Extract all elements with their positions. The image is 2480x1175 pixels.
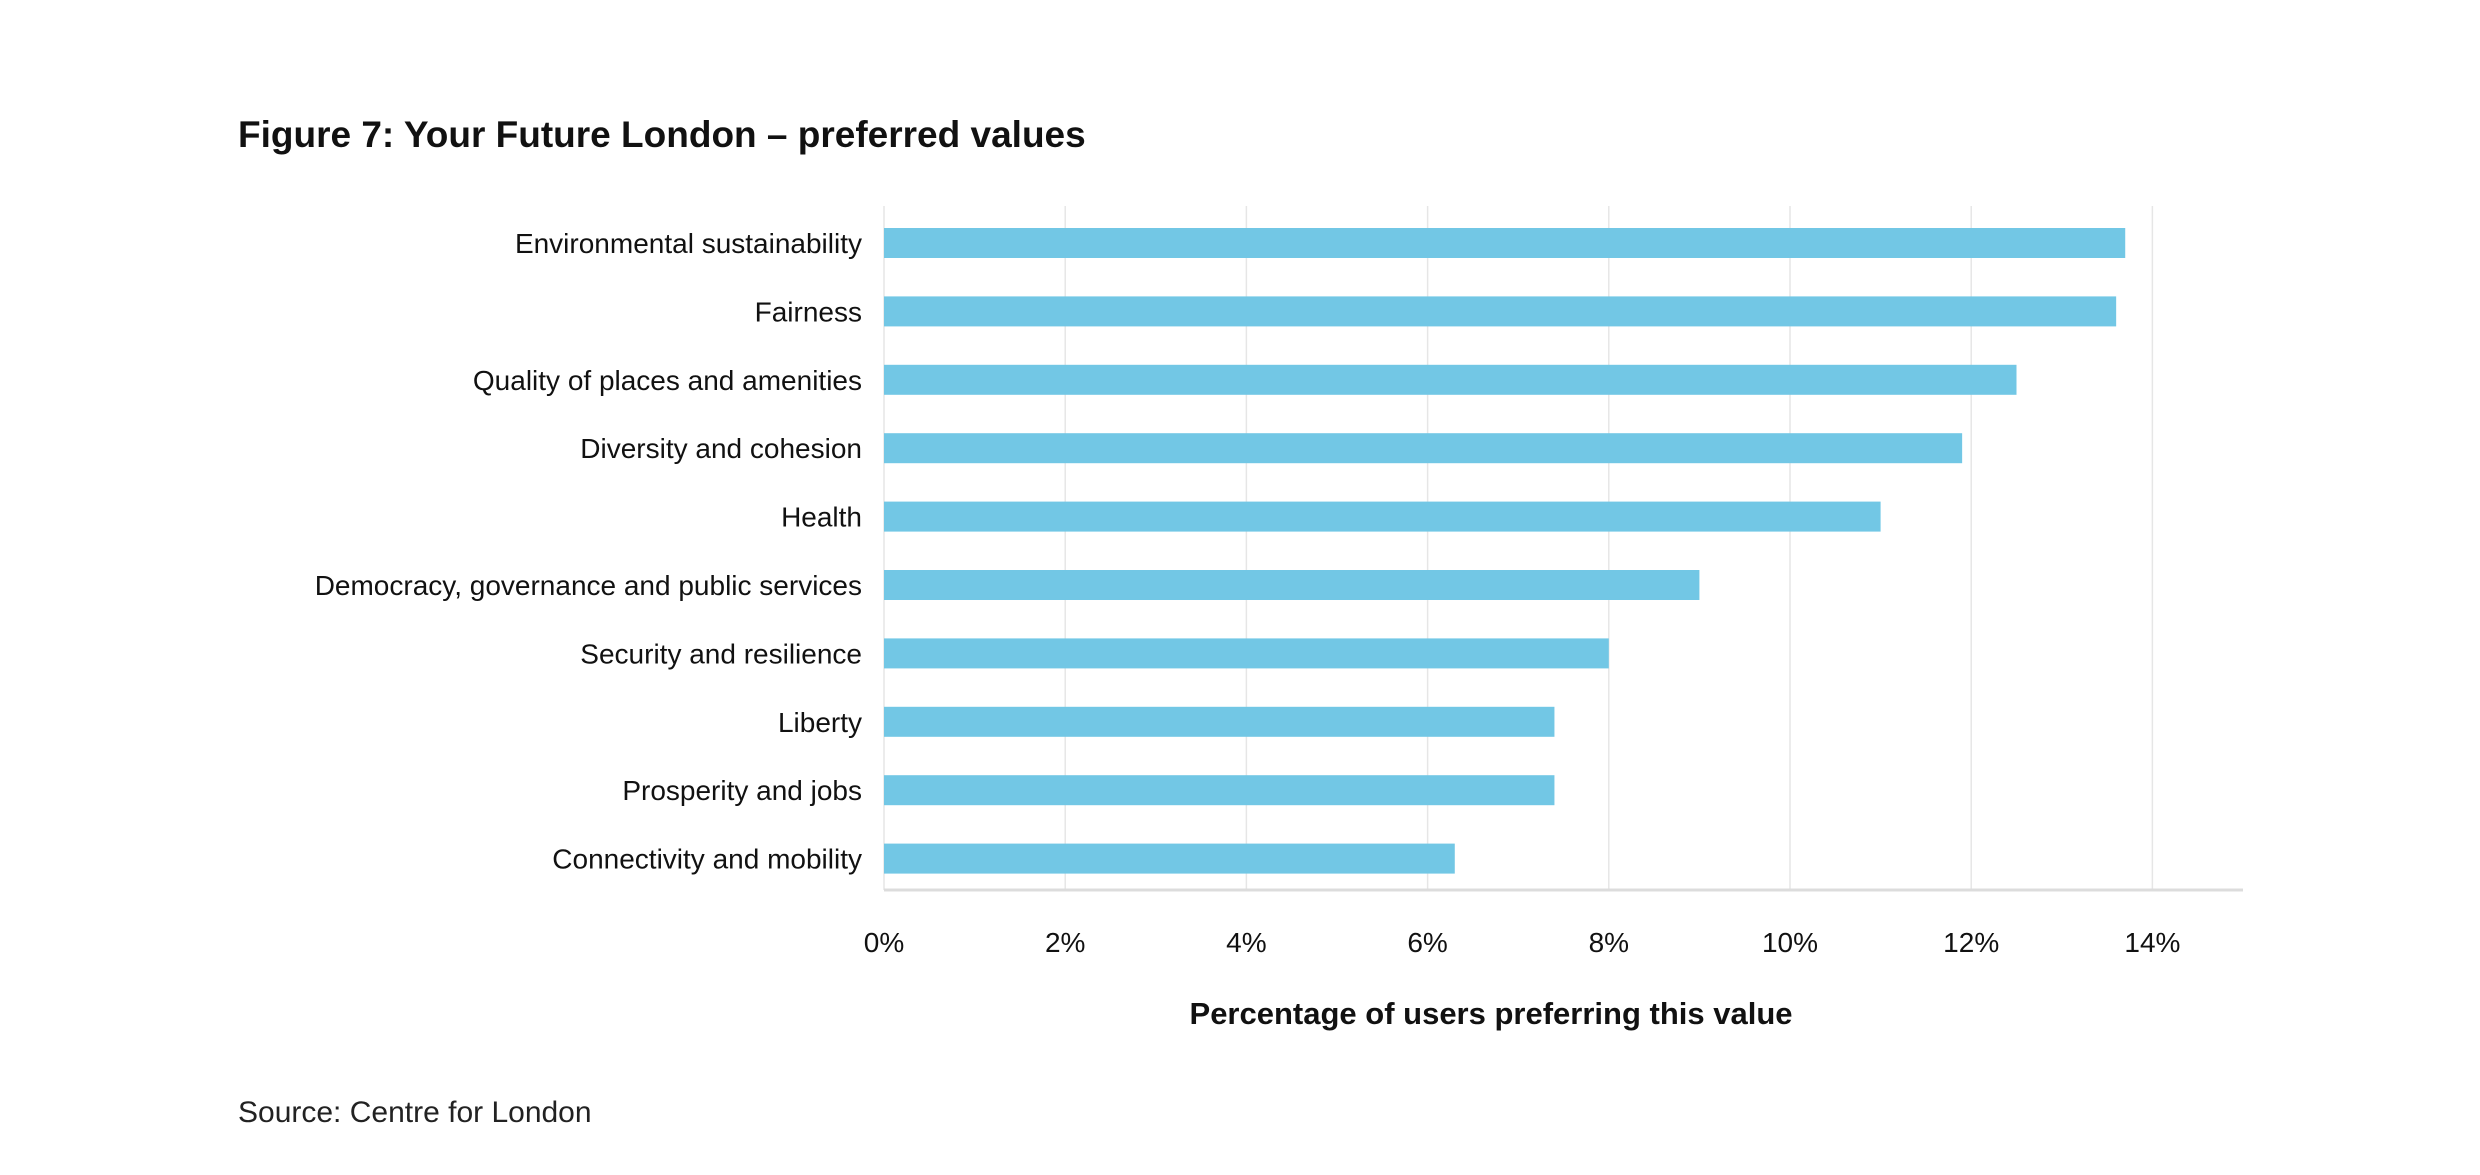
bar: [884, 706, 1555, 737]
x-tick-label: 2%: [1045, 927, 1085, 958]
category-label: Liberty: [778, 707, 862, 738]
x-tick-label: 8%: [1589, 927, 1629, 958]
category-label: Security and resilience: [580, 638, 862, 669]
bar: [884, 296, 2117, 327]
category-label: Diversity and cohesion: [580, 433, 862, 464]
bar: [884, 364, 2017, 395]
bar: [884, 638, 1609, 669]
x-tick-label: 4%: [1226, 927, 1266, 958]
x-tick-label: 14%: [2124, 927, 2180, 958]
source-note: Source: Centre for London: [238, 1096, 592, 1129]
x-tick-label: 0%: [864, 927, 904, 958]
x-tick-label: 10%: [1762, 927, 1818, 958]
category-label: Health: [781, 502, 862, 533]
bar: [884, 228, 2126, 258]
bar: [884, 501, 1881, 532]
bar: [884, 433, 1963, 464]
bar: [884, 570, 1700, 600]
category-label: Prosperity and jobs: [622, 775, 862, 806]
bar: [884, 775, 1555, 806]
category-label: Environmental sustainability: [515, 228, 862, 259]
category-label: Fairness: [755, 296, 862, 327]
bar: [884, 843, 1455, 874]
x-axis-title: Percentage of users preferring this valu…: [1190, 996, 1793, 1031]
category-label: Quality of places and amenities: [473, 365, 862, 396]
x-tick-label: 6%: [1407, 927, 1447, 958]
x-tick-label: 12%: [1943, 927, 1999, 958]
category-label: Connectivity and mobility: [552, 844, 862, 875]
chart-title: Figure 7: Your Future London – preferred…: [238, 114, 1086, 155]
category-label: Democracy, governance and public service…: [315, 570, 862, 601]
